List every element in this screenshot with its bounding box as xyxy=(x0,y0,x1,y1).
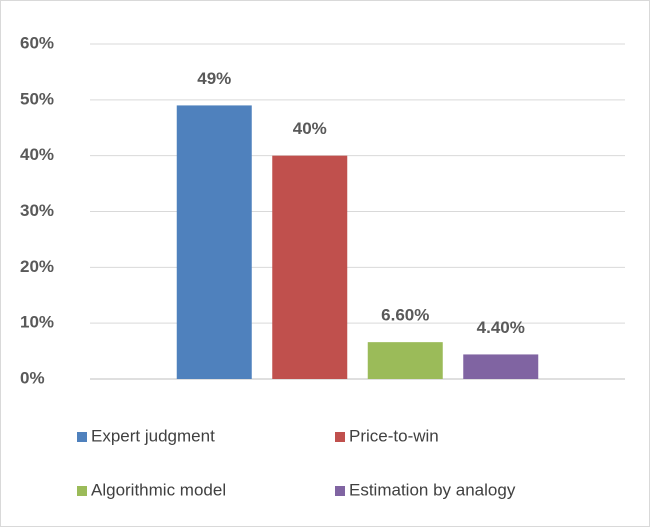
legend-swatch xyxy=(77,432,87,442)
y-tick-label: 20% xyxy=(20,257,54,276)
bar xyxy=(272,155,348,379)
data-label: 40% xyxy=(293,119,327,138)
legend-text: Estimation by analogy xyxy=(349,480,516,499)
legend-text: Expert judgment xyxy=(91,426,215,445)
legend-text: Price-to-win xyxy=(349,426,439,445)
data-label: 49% xyxy=(197,69,231,88)
y-tick-label: 40% xyxy=(20,145,54,164)
y-tick-label: 10% xyxy=(20,313,54,332)
legend-swatch xyxy=(77,486,87,496)
data-label: 6.60% xyxy=(381,306,429,325)
y-tick-label: 60% xyxy=(20,33,54,52)
y-tick-label: 50% xyxy=(20,89,54,108)
legend-swatch xyxy=(335,432,345,442)
legend-swatch xyxy=(335,486,345,496)
y-tick-label: 30% xyxy=(20,201,54,220)
legend-text: Algorithmic model xyxy=(91,480,226,499)
y-tick-label: 0% xyxy=(20,368,45,387)
bar xyxy=(176,105,252,380)
bar xyxy=(367,342,443,379)
data-label: 4.40% xyxy=(477,318,525,337)
bar xyxy=(463,354,539,379)
